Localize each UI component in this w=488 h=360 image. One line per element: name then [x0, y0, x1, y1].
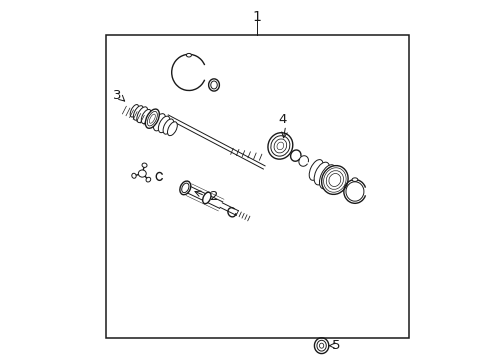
- Ellipse shape: [142, 163, 147, 167]
- Ellipse shape: [132, 173, 136, 178]
- Ellipse shape: [153, 114, 165, 131]
- Ellipse shape: [158, 116, 170, 133]
- Ellipse shape: [138, 170, 146, 177]
- Ellipse shape: [267, 133, 292, 159]
- Ellipse shape: [180, 181, 190, 195]
- Ellipse shape: [186, 53, 191, 57]
- Ellipse shape: [351, 178, 357, 181]
- Ellipse shape: [321, 166, 347, 194]
- Ellipse shape: [141, 109, 151, 123]
- Ellipse shape: [163, 119, 173, 134]
- Ellipse shape: [203, 192, 210, 204]
- Ellipse shape: [137, 107, 147, 123]
- Text: 1: 1: [252, 10, 261, 24]
- Bar: [106, 35, 408, 338]
- Ellipse shape: [130, 104, 138, 117]
- Ellipse shape: [308, 159, 323, 180]
- Ellipse shape: [167, 122, 177, 136]
- Text: 5: 5: [331, 339, 340, 352]
- Ellipse shape: [313, 162, 329, 185]
- Text: 2: 2: [209, 190, 218, 203]
- Ellipse shape: [133, 106, 143, 120]
- Text: 4: 4: [277, 113, 286, 126]
- Ellipse shape: [146, 177, 150, 182]
- Text: 3: 3: [113, 89, 121, 102]
- Ellipse shape: [319, 165, 335, 189]
- Ellipse shape: [145, 109, 159, 128]
